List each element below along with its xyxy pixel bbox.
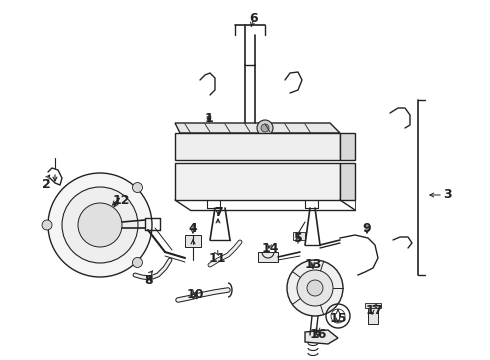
Bar (185, 235, 201, 247)
Text: 16: 16 (309, 328, 327, 341)
Text: 3: 3 (442, 189, 451, 202)
Bar (293, 232, 305, 240)
Bar (258, 252, 278, 262)
Polygon shape (305, 330, 338, 344)
Text: 4: 4 (189, 221, 197, 234)
Text: 8: 8 (145, 274, 153, 287)
Bar (368, 306, 378, 324)
Circle shape (132, 257, 143, 267)
Text: 17: 17 (365, 303, 383, 316)
Circle shape (257, 120, 273, 136)
Text: 2: 2 (42, 179, 50, 192)
Text: 12: 12 (112, 194, 130, 207)
Circle shape (297, 270, 333, 306)
Text: 11: 11 (208, 252, 226, 265)
Polygon shape (175, 163, 340, 200)
Circle shape (261, 124, 269, 132)
Text: 14: 14 (261, 242, 279, 255)
Text: 6: 6 (250, 12, 258, 24)
Polygon shape (340, 163, 355, 200)
Circle shape (62, 187, 138, 263)
Circle shape (132, 183, 143, 193)
Text: 10: 10 (186, 288, 204, 302)
Circle shape (307, 280, 323, 296)
Text: 1: 1 (205, 112, 213, 125)
Bar (365, 303, 381, 308)
Text: 7: 7 (214, 207, 222, 220)
Polygon shape (175, 133, 340, 160)
Circle shape (42, 220, 52, 230)
Circle shape (48, 173, 152, 277)
Circle shape (287, 260, 343, 316)
Text: 13: 13 (304, 258, 322, 271)
Text: 5: 5 (294, 231, 302, 244)
Text: 15: 15 (329, 311, 347, 324)
Polygon shape (175, 123, 340, 133)
Polygon shape (340, 133, 355, 160)
Circle shape (78, 203, 122, 247)
Text: 9: 9 (363, 221, 371, 234)
